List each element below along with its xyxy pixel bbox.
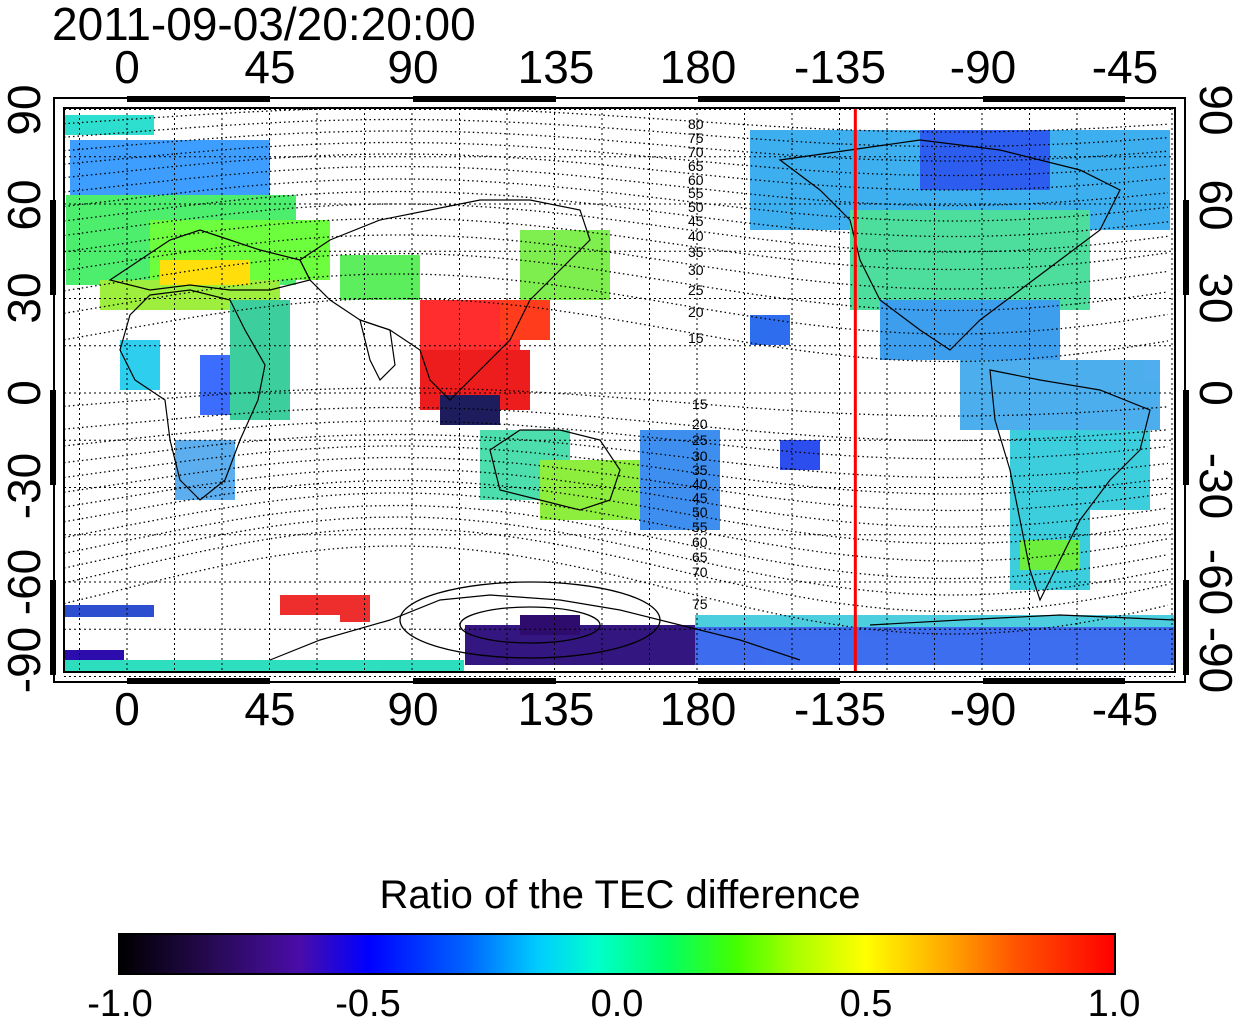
- contour-label: 40: [692, 476, 708, 492]
- tec-data-patches: [64, 115, 1175, 672]
- north-contour-line: [63, 165, 1169, 207]
- north-contour-line: [63, 153, 1169, 191]
- north-contour-line: [63, 107, 1169, 133]
- colorbar-tick-label: 0.5: [839, 983, 893, 1024]
- lon-label: 90: [387, 41, 439, 93]
- contour-label: 60: [692, 534, 708, 550]
- contour-label: 80: [688, 116, 704, 132]
- contour-label: 50: [692, 504, 708, 520]
- lon-label: -45: [1091, 683, 1159, 735]
- contour-label: 70: [688, 144, 704, 160]
- contour-label: 70: [692, 564, 708, 580]
- north-contour-line: [63, 130, 1169, 162]
- contour-label: 35: [688, 244, 704, 260]
- south-contour-line: [63, 433, 1169, 479]
- timestamp-title: 2011-09-03/20:20:00: [52, 0, 476, 50]
- colorbar-tick-label: 0.0: [590, 983, 644, 1024]
- colorbar-tick-label: -0.5: [335, 983, 401, 1024]
- contour-labels: 8075706560555045403530252015152025303540…: [688, 116, 708, 612]
- contour-label: 15: [688, 330, 704, 346]
- contour-label: 45: [692, 490, 708, 506]
- contour-label: 20: [688, 304, 704, 320]
- lon-label: -90: [949, 41, 1017, 93]
- colorbar-tick-labels: -1.0 -0.5 0.0 0.5 1.0: [0, 984, 1240, 1024]
- plot-frame: [63, 107, 1176, 673]
- lon-label: 45: [244, 41, 296, 93]
- lon-label: 90: [387, 683, 439, 735]
- south-contour-line: [63, 456, 1169, 512]
- lon-label: 180: [659, 683, 737, 735]
- coastlines: [108, 139, 1176, 661]
- contour-label: 55: [688, 185, 704, 201]
- lon-label: 0: [114, 41, 140, 93]
- contour-label: 50: [688, 199, 704, 215]
- contour-label: 75: [692, 596, 708, 612]
- contour-label: 20: [692, 416, 708, 432]
- contour-label: 30: [692, 448, 708, 464]
- lon-label: -135: [793, 683, 887, 735]
- top-longitude-axis: 0 45 90 135 180 -135 -90 -45: [0, 42, 1240, 92]
- lon-label: 135: [517, 683, 595, 735]
- lon-label: 45: [244, 683, 296, 735]
- south-contour-line: [63, 479, 1169, 545]
- south-contour-line: [63, 516, 1169, 596]
- lon-label: -135: [793, 41, 887, 93]
- contour-label: 75: [688, 130, 704, 146]
- north-contour-line: [63, 234, 1169, 290]
- colorbar-tick-label: -1.0: [87, 983, 153, 1024]
- lon-label: 0: [114, 683, 140, 735]
- frame-ticks: [50, 96, 1189, 684]
- north-contour-line: [63, 217, 1169, 271]
- contour-label: 45: [688, 213, 704, 229]
- north-contour-line: [63, 203, 1169, 253]
- lat-lon-grid: [64, 108, 1175, 677]
- south-contour-line: [63, 420, 1169, 460]
- contour-label: 25: [692, 432, 708, 448]
- tec-map: 8075706560555045403530252015152025303540…: [50, 96, 1189, 684]
- colorbar-title: Ratio of the TEC difference: [379, 873, 861, 917]
- lon-label: 135: [517, 41, 595, 93]
- contour-label: 15: [692, 396, 708, 412]
- lon-label: -90: [949, 683, 1017, 735]
- bottom-longitude-axis: 0 45 90 135 180 -135 -90 -45: [0, 684, 1240, 734]
- contour-label: 40: [688, 228, 704, 244]
- lon-label: 180: [659, 41, 737, 93]
- north-contour-line: [63, 178, 1169, 222]
- contour-label: 25: [688, 282, 704, 298]
- south-contour-line: [63, 406, 1169, 442]
- contour-label: 30: [688, 262, 704, 278]
- lon-label: -45: [1091, 41, 1159, 93]
- north-contour-line: [63, 190, 1169, 238]
- contour-label: 60: [688, 172, 704, 188]
- pole-contour-loop: [459, 606, 601, 644]
- south-contour-line: [63, 445, 1169, 495]
- south-contour-line: [63, 527, 1169, 613]
- magnetic-contours: [63, 107, 1169, 659]
- contour-label: 65: [692, 549, 708, 565]
- contour-label: 35: [692, 462, 708, 478]
- north-contour-line: [63, 297, 1169, 363]
- north-contour-line: [63, 141, 1169, 177]
- south-contour-line: [63, 387, 1169, 417]
- colorbar: [118, 933, 1116, 975]
- contour-label: 55: [692, 519, 708, 535]
- colorbar-tick-label: 1.0: [1087, 983, 1141, 1024]
- contour-label: 65: [688, 158, 704, 174]
